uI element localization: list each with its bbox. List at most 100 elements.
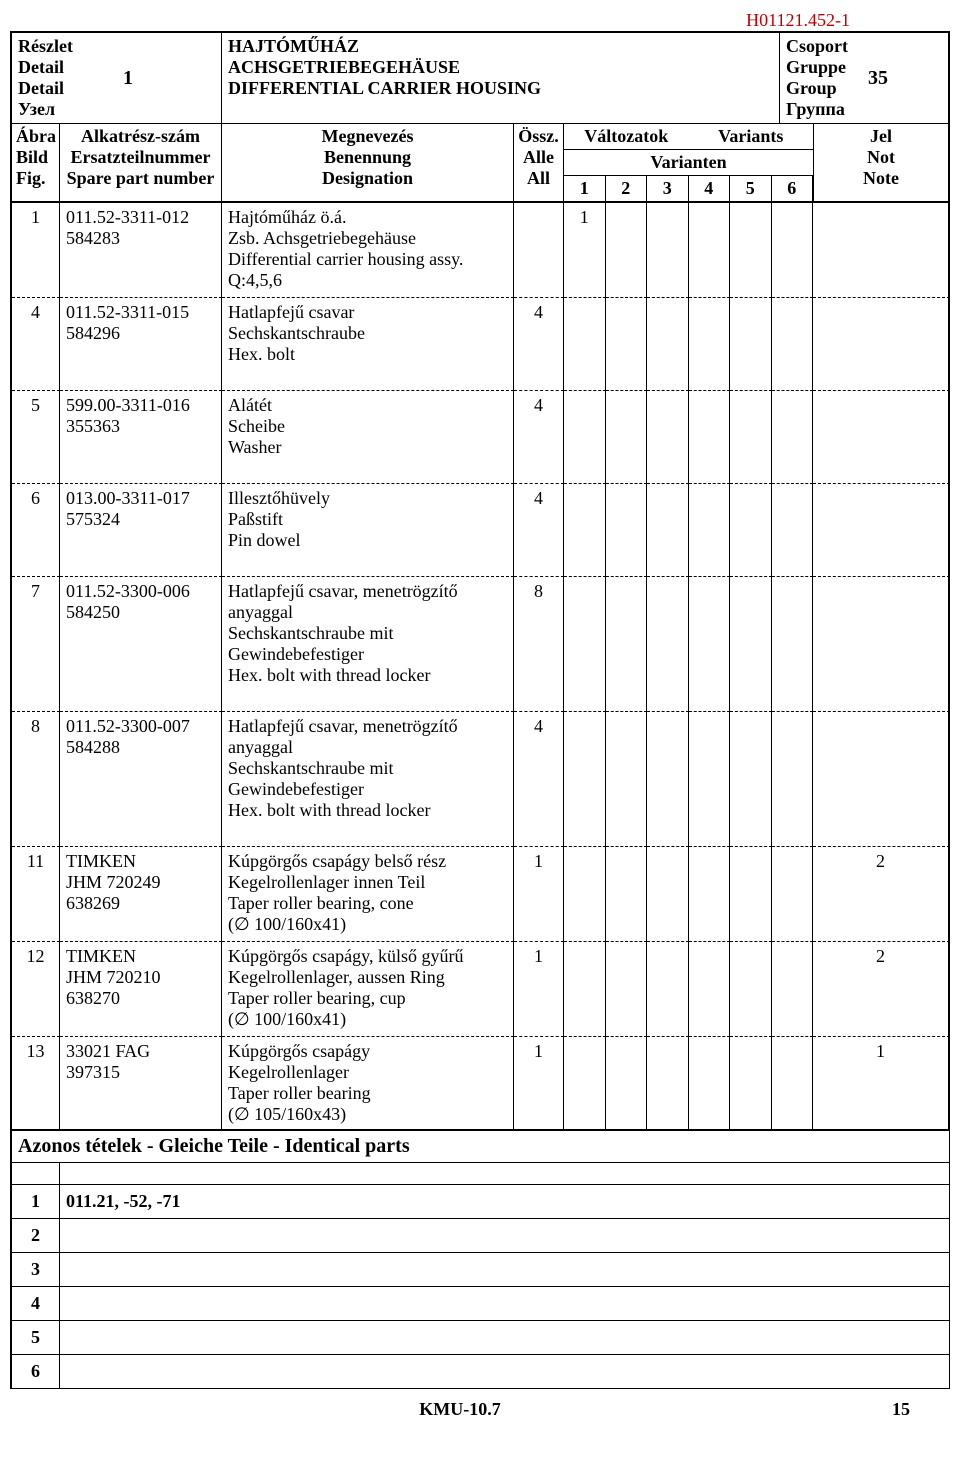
label: Össz. — [518, 126, 559, 147]
all-cell: 4 — [514, 712, 564, 825]
fig-cell: 6 — [12, 484, 60, 555]
label: Designation — [226, 168, 509, 189]
identical-num: 6 — [12, 1355, 60, 1389]
part-cell: 011.52-3311-012584283 — [60, 203, 222, 298]
label: Variants — [689, 124, 814, 149]
table-row — [12, 462, 950, 484]
variant-num: 2 — [606, 176, 648, 201]
identical-row: 1011.21, -52, -71 — [12, 1185, 950, 1219]
all-cell: 1 — [514, 942, 564, 1037]
variant-cell — [606, 942, 648, 1037]
table-row: 5599.00-3311-016355363AlátétScheibeWashe… — [12, 391, 950, 462]
all-cell: 4 — [514, 484, 564, 555]
label: Detail — [18, 78, 73, 99]
variant-cell — [564, 942, 606, 1037]
detail-labels: Részlet Detail Detail Узел — [18, 36, 73, 120]
variant-cell — [772, 391, 814, 462]
identical-num: 5 — [12, 1321, 60, 1355]
label: Group — [786, 78, 848, 99]
label: Spare part number — [64, 168, 217, 189]
variant-cell — [647, 1037, 689, 1131]
spacer-row — [12, 1163, 950, 1185]
variant-cell — [647, 942, 689, 1037]
table-row: 6013.00-3311-017575324IllesztőhüvelyPaßs… — [12, 484, 950, 555]
part-cell: TIMKENJHM 720210638270 — [60, 942, 222, 1037]
desig-cell: IllesztőhüvelyPaßstiftPin dowel — [222, 484, 514, 555]
label: Ábra — [16, 126, 55, 147]
variant-cell — [772, 1037, 814, 1131]
label: Benennung — [226, 147, 509, 168]
variant-cell — [647, 484, 689, 555]
variant-cell — [772, 942, 814, 1037]
variant-num: 6 — [772, 176, 814, 201]
table-row — [12, 369, 950, 391]
desig-cell: Hatlapfejű csavar, menetrögzítőanyaggalS… — [222, 712, 514, 825]
label: Bild — [16, 147, 55, 168]
desig-cell: Hatlapfejű csavar, menetrögzítőanyaggalS… — [222, 577, 514, 690]
label: All — [518, 168, 559, 189]
label: Jel — [818, 126, 944, 147]
identical-text — [60, 1287, 950, 1321]
table-row — [12, 690, 950, 712]
desig-cell: Kúpgörgős csapágy, külső gyűrűKegelrolle… — [222, 942, 514, 1037]
fig-cell: 8 — [12, 712, 60, 825]
label: Változatok — [564, 124, 689, 149]
variant-cell — [564, 712, 606, 825]
variant-num: 3 — [647, 176, 689, 201]
variant-cell — [689, 577, 731, 690]
page-footer: KMU-10.7 15 — [10, 1389, 950, 1420]
table-body: 1011.52-3311-012584283Hajtóműház ö.á.Zsb… — [12, 203, 950, 1131]
table-row: 1011.52-3311-012584283Hajtóműház ö.á.Zsb… — [12, 203, 950, 298]
note-cell — [813, 577, 950, 690]
table-row — [12, 825, 950, 847]
label: Alle — [518, 147, 559, 168]
identical-parts-title: Azonos tételek - Gleiche Teile - Identic… — [12, 1131, 950, 1163]
identical-text — [60, 1219, 950, 1253]
note-cell: 1 — [813, 1037, 950, 1131]
note-cell — [813, 203, 950, 298]
group-number: 35 — [848, 67, 888, 90]
variant-cell — [689, 484, 731, 555]
part-cell: 013.00-3311-017575324 — [60, 484, 222, 555]
desig-cell: Hatlapfejű csavarSechskantschraubeHex. b… — [222, 298, 514, 369]
variant-cell — [647, 203, 689, 298]
variant-cell — [647, 847, 689, 942]
variant-cell — [606, 1037, 648, 1131]
col-all: Össz. Alle All — [514, 124, 564, 201]
group-cell: Csoport Gruppe Group Группа 35 — [780, 33, 950, 123]
variant-cell — [730, 1037, 772, 1131]
identical-row: 6 — [12, 1355, 950, 1389]
variant-cell — [772, 203, 814, 298]
doc-id: H01121.452-1 — [10, 10, 950, 31]
fig-cell: 5 — [12, 391, 60, 462]
variant-cell — [689, 942, 731, 1037]
title-cell: HAJTÓMŰHÁZ ACHSGETRIEBEGEHÄUSE DIFFERENT… — [222, 33, 780, 123]
variant-cell — [564, 484, 606, 555]
fig-cell: 7 — [12, 577, 60, 690]
variant-cell — [647, 712, 689, 825]
fig-cell: 1 — [12, 203, 60, 298]
variant-cell — [606, 484, 648, 555]
variant-cell — [772, 298, 814, 369]
variant-cell — [564, 847, 606, 942]
col-designation: Megnevezés Benennung Designation — [222, 124, 514, 201]
part-cell: 011.52-3300-007584288 — [60, 712, 222, 825]
identical-num: 3 — [12, 1253, 60, 1287]
main-table: Részlet Detail Detail Узел 1 HAJTÓMŰHÁZ … — [10, 31, 950, 1389]
table-row: 1333021 FAG397315Kúpgörgős csapágyKegelr… — [12, 1037, 950, 1131]
all-cell: 1 — [514, 1037, 564, 1131]
variant-cell — [689, 1037, 731, 1131]
variant-cell — [606, 712, 648, 825]
col-note: Jel Not Note — [814, 124, 950, 201]
label: Részlet — [18, 36, 73, 57]
col-variants: Változatok Variants Varianten 1 2 3 4 5 … — [564, 124, 814, 201]
variant-cell — [772, 577, 814, 690]
header-row: Részlet Detail Detail Узел 1 HAJTÓMŰHÁZ … — [12, 33, 950, 124]
label: Группа — [786, 99, 848, 120]
desig-cell: Kúpgörgős csapágy belső részKegelrollenl… — [222, 847, 514, 942]
note-cell — [813, 712, 950, 825]
note-cell — [813, 298, 950, 369]
part-cell: 33021 FAG397315 — [60, 1037, 222, 1131]
variant-cell — [772, 847, 814, 942]
label: Not — [818, 147, 944, 168]
